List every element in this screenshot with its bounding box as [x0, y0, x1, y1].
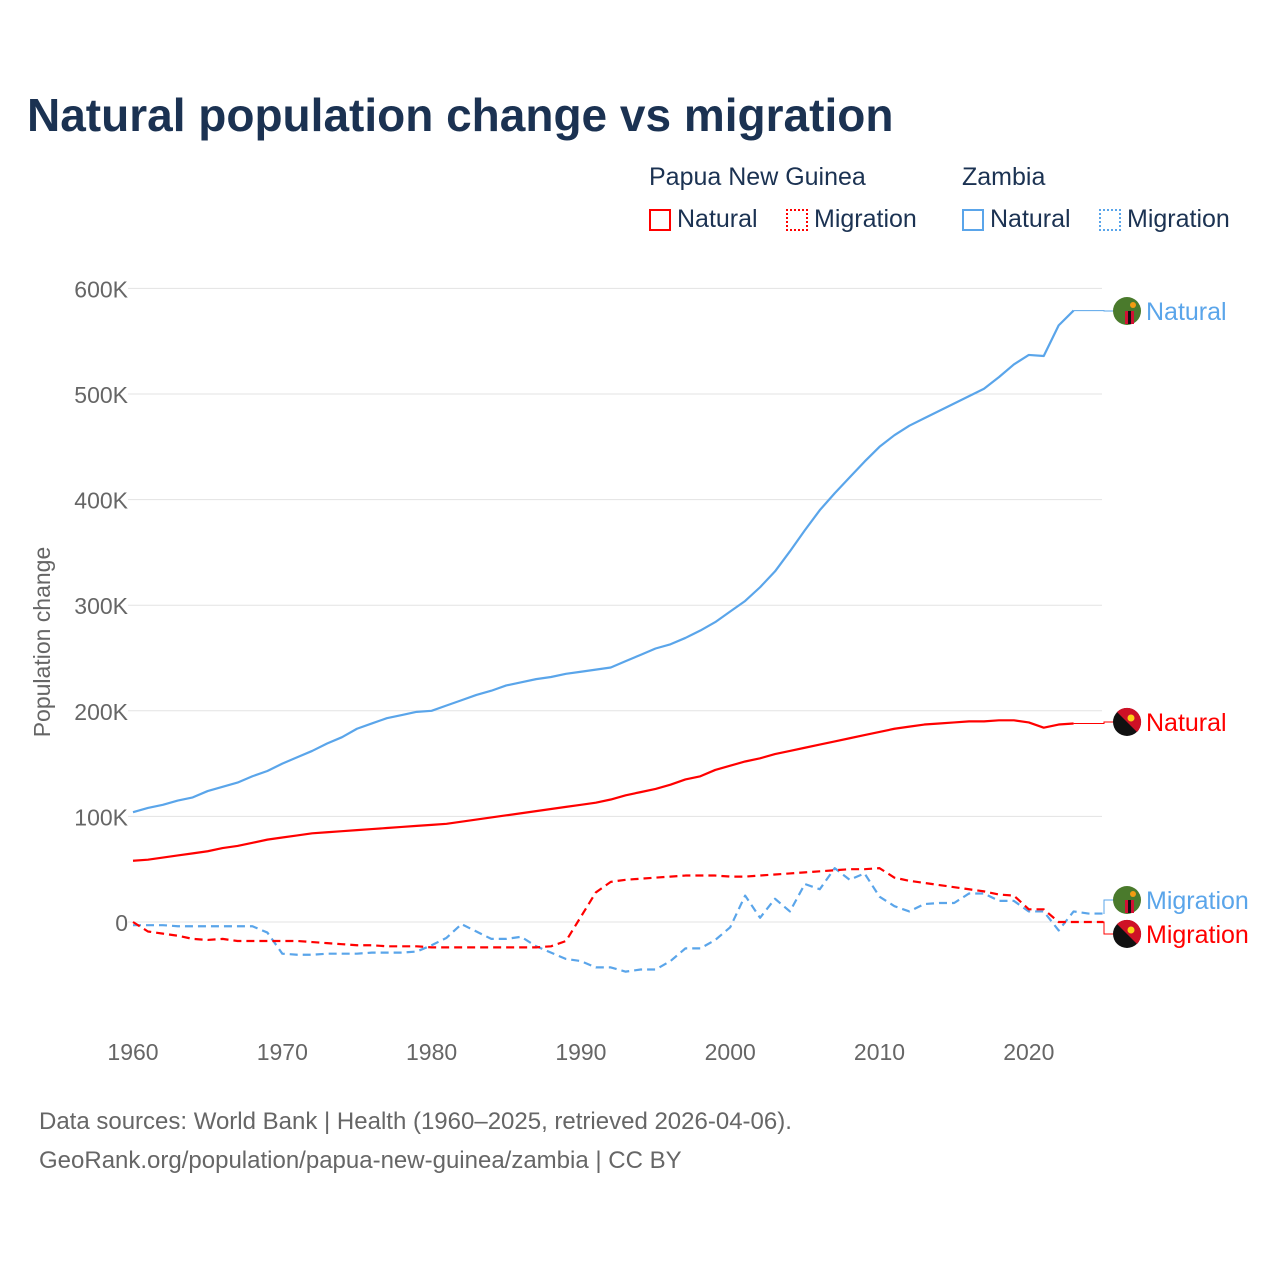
series-line-papua-new-guinea-natural	[132, 719, 1074, 862]
y-tick-label: 500K	[74, 382, 128, 408]
series-line-zambia-migration	[133, 867, 1104, 973]
flag-stripe	[1128, 311, 1131, 324]
y-tick-label: 400K	[74, 488, 128, 514]
legend-group-png: Papua New Guinea	[649, 163, 866, 191]
legend-label: Migration	[814, 205, 917, 233]
legend-png-migration[interactable]: Migration	[786, 205, 917, 234]
legend-swatch-dotted	[786, 208, 808, 231]
flag-bird	[1127, 714, 1135, 722]
x-tick-label: 1980	[406, 1039, 457, 1065]
y-tick-label: 100K	[74, 804, 128, 830]
legend-label: Natural	[990, 205, 1071, 233]
legend-swatch-solid	[962, 208, 984, 231]
legend-swatch-dotted	[1099, 208, 1121, 231]
x-tick-label: 1970	[257, 1039, 308, 1065]
x-tick-label: 2010	[854, 1039, 905, 1065]
legend-swatch-solid	[649, 208, 671, 231]
flag-bird	[1127, 926, 1135, 934]
series-end-label: Natural	[1146, 709, 1227, 737]
series-line-papua-new-guinea-migration	[132, 867, 1104, 949]
flag-eagle	[1130, 302, 1136, 308]
legend-label: Natural	[677, 205, 758, 233]
footer-link[interactable]: GeoRank.org/population/papua-new-guinea/…	[39, 1147, 682, 1174]
label-connector	[1103, 921, 1114, 935]
series-end-label: Migration	[1146, 921, 1249, 949]
label-connector	[1103, 899, 1114, 915]
legend-label: Migration	[1127, 205, 1230, 233]
legend-png-natural[interactable]: Natural	[649, 205, 758, 234]
y-tick-label: 0	[115, 910, 128, 936]
series-end-label: Migration	[1146, 887, 1249, 915]
flag-eagle	[1130, 891, 1136, 897]
x-tick-label: 2000	[705, 1039, 756, 1065]
legend-zambia-migration[interactable]: Migration	[1099, 205, 1230, 234]
x-tick-label: 1990	[555, 1039, 606, 1065]
y-tick-label: 200K	[74, 699, 128, 725]
label-connector	[1073, 721, 1114, 724]
y-tick-label: 600K	[74, 276, 128, 302]
series-line-zambia-natural	[132, 309, 1075, 814]
legend-zambia-natural[interactable]: Natural	[962, 205, 1071, 234]
x-tick-label: 1960	[107, 1039, 158, 1065]
x-tick-label: 2020	[1003, 1039, 1054, 1065]
chart-title: Natural population change vs migration	[27, 89, 894, 141]
footer-sources: Data sources: World Bank | Health (1960–…	[39, 1108, 792, 1135]
y-axis-label: Population change	[29, 547, 55, 738]
y-tick-label: 300K	[74, 593, 128, 619]
series-end-label: Natural	[1146, 298, 1227, 326]
flag-stripe	[1128, 900, 1131, 913]
legend-group-zambia: Zambia	[962, 163, 1046, 191]
